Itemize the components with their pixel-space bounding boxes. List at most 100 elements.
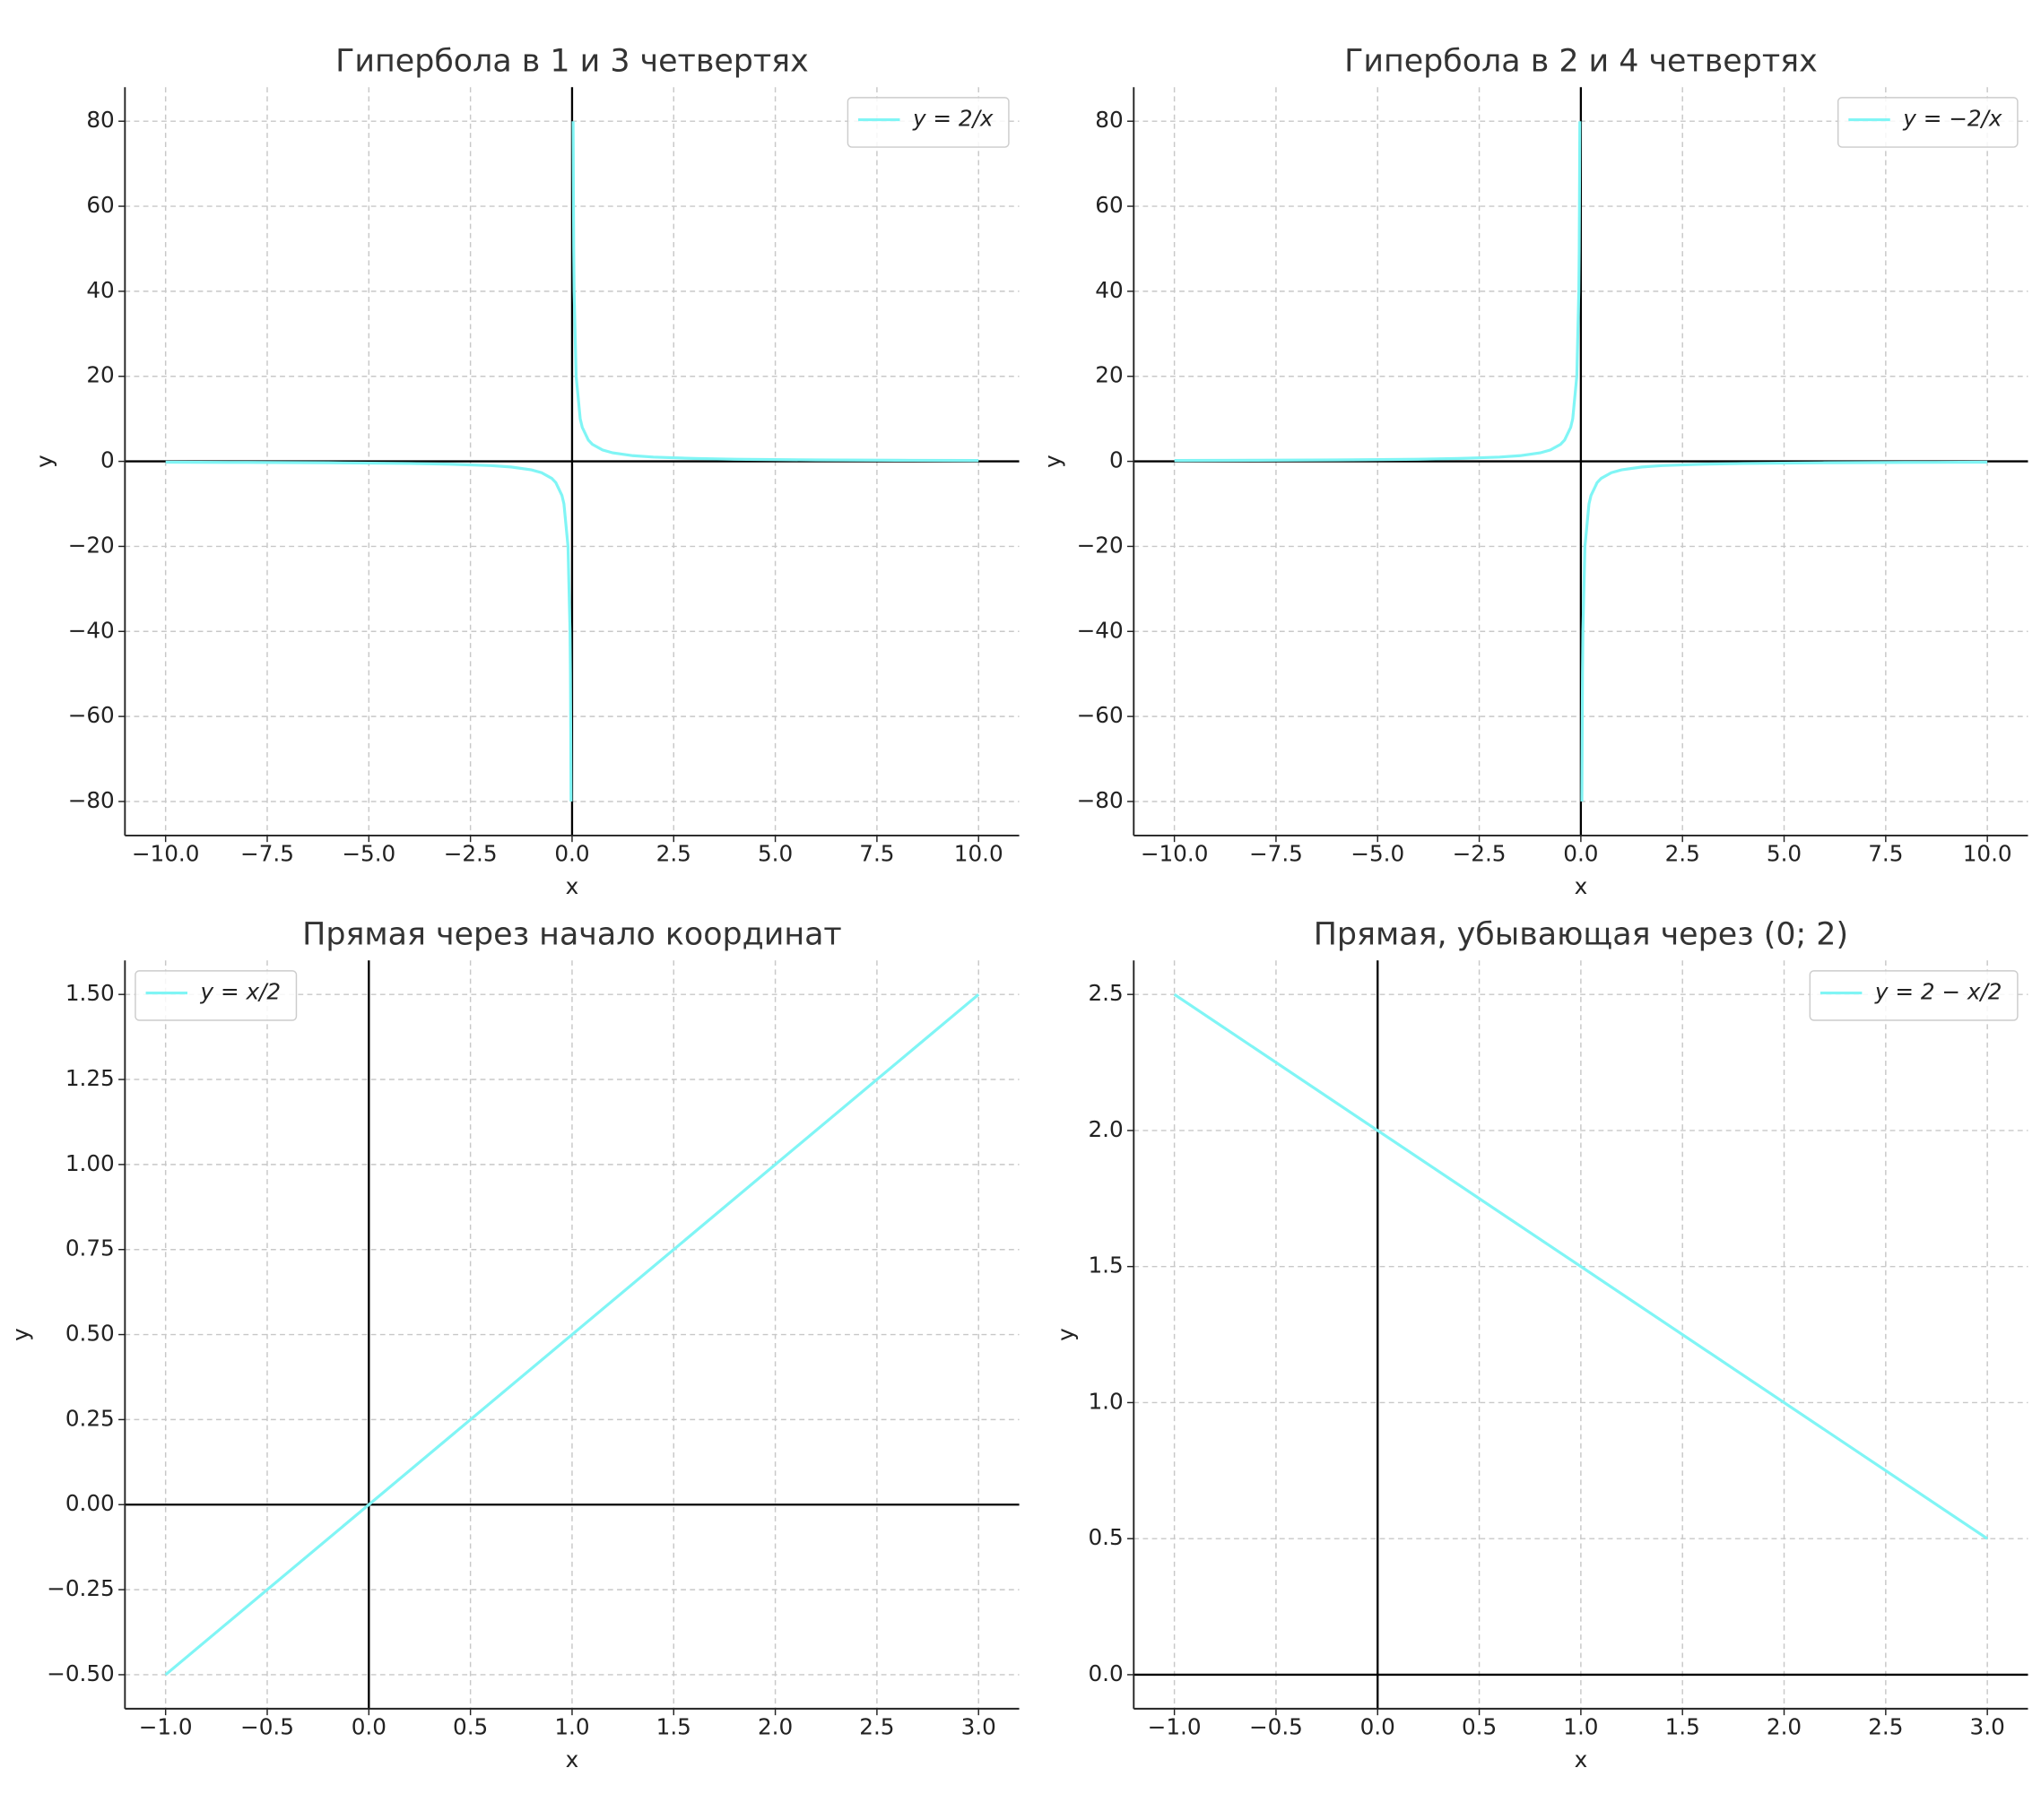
x-tick-label: −10.0 bbox=[1141, 841, 1209, 867]
chart-title: Прямая, убывающая через (0; 2) bbox=[1314, 917, 1848, 953]
legend-box bbox=[135, 970, 298, 1021]
subplot: −10.0 −7.5 −5.0 −2.5 0.0 2.5 5.0 7.5 10.0 −80 −60 −… bbox=[31, 44, 1020, 899]
y-tick-label: 0.5 bbox=[1088, 1524, 1123, 1550]
series-line bbox=[1174, 121, 1988, 802]
legend: y = 2 − x/2 bbox=[1809, 970, 2019, 1021]
legend-box bbox=[1837, 97, 2019, 148]
x-tick-label: 2.5 bbox=[1665, 841, 1700, 867]
y-tick-label: −60 bbox=[1077, 702, 1124, 728]
legend-box bbox=[1809, 970, 2019, 1021]
x-tick-label: 1.5 bbox=[1665, 1714, 1700, 1740]
series-line bbox=[1173, 992, 1989, 1540]
x-tick-label: 1.0 bbox=[1563, 1714, 1598, 1740]
x-tick-label: −2.5 bbox=[444, 841, 498, 867]
y-tick-label: 80 bbox=[86, 107, 114, 133]
legend-label: y = 2/x bbox=[912, 106, 994, 132]
x-axis-label: x bbox=[566, 873, 579, 899]
x-tick-label: 3.0 bbox=[1970, 1714, 2005, 1740]
x-tick-label: −0.5 bbox=[240, 1714, 294, 1740]
x-tick-label: 2.0 bbox=[1767, 1714, 1802, 1740]
x-tick-label: 7.5 bbox=[1868, 841, 1903, 867]
legend: y = 2/x bbox=[847, 97, 1010, 148]
x-tick-label: 2.5 bbox=[656, 841, 691, 867]
y-tick-label: 0.0 bbox=[1088, 1660, 1123, 1686]
x-tick-label: −0.5 bbox=[1249, 1714, 1303, 1740]
x-tick-label: 2.5 bbox=[1868, 1714, 1903, 1740]
y-tick-label: 1.50 bbox=[65, 980, 115, 1006]
y-tick-label: 20 bbox=[86, 362, 114, 388]
x-tick-label: 3.0 bbox=[961, 1714, 996, 1740]
y-axis-label: y bbox=[31, 455, 57, 468]
y-tick-label: 0.50 bbox=[65, 1321, 115, 1347]
y-tick-label: −20 bbox=[1077, 532, 1124, 558]
y-tick-label: 20 bbox=[1095, 362, 1123, 388]
x-tick-label: 0.0 bbox=[554, 841, 589, 867]
y-tick-label: −80 bbox=[68, 787, 115, 813]
x-tick-label: −5.0 bbox=[1351, 841, 1404, 867]
x-tick-label: −1.0 bbox=[139, 1714, 193, 1740]
x-axis-label: x bbox=[1575, 1746, 1588, 1772]
y-tick-label: 1.25 bbox=[65, 1065, 115, 1091]
y-tick-label: 0.75 bbox=[65, 1235, 115, 1261]
legend: y = −2/x bbox=[1837, 97, 2019, 148]
y-tick-label: 0.25 bbox=[65, 1405, 115, 1431]
y-tick-label: −80 bbox=[1077, 787, 1124, 813]
subplot: −1.0 −0.5 0.0 0.5 1.0 1.5 2.0 2.5 3.0 −0.50 −0.25 0… bbox=[8, 917, 1020, 1772]
y-tick-label: 40 bbox=[1095, 277, 1123, 303]
chart-title: Прямая через начало координат bbox=[302, 917, 842, 953]
y-tick-label: 0.00 bbox=[65, 1490, 115, 1516]
y-tick-label: 40 bbox=[86, 277, 114, 303]
x-tick-label: −5.0 bbox=[342, 841, 395, 867]
y-tick-label: 1.0 bbox=[1088, 1388, 1123, 1414]
x-tick-label: −7.5 bbox=[1249, 841, 1303, 867]
x-tick-label: 0.0 bbox=[352, 1714, 386, 1740]
chart-title: Гипербола в 2 и 4 четвертях bbox=[1344, 44, 1818, 80]
x-tick-label: 7.5 bbox=[859, 841, 894, 867]
y-tick-label: 2.0 bbox=[1088, 1116, 1123, 1142]
y-tick-label: −40 bbox=[1077, 617, 1124, 643]
series-line bbox=[165, 121, 979, 802]
x-tick-label: 0.0 bbox=[1360, 1714, 1395, 1740]
x-tick-label: 10.0 bbox=[954, 841, 1003, 867]
x-tick-label: 1.5 bbox=[656, 1714, 691, 1740]
y-tick-label: 1.00 bbox=[65, 1150, 115, 1176]
x-tick-label: 1.0 bbox=[554, 1714, 589, 1740]
subplot: −1.0 −0.5 0.0 0.5 1.0 1.5 2.0 2.5 3.0 0.0 0.5 1.0 1.… bbox=[1053, 917, 2028, 1772]
legend-label: y = −2/x bbox=[1902, 106, 2002, 132]
y-axis-label: y bbox=[8, 1328, 34, 1341]
x-tick-label: −10.0 bbox=[132, 841, 200, 867]
y-tick-label: −0.25 bbox=[47, 1575, 115, 1601]
y-tick-label: 60 bbox=[86, 192, 114, 218]
x-axis-label: x bbox=[566, 1746, 579, 1772]
chart-title: Гипербола в 1 и 3 четвертях bbox=[335, 44, 809, 80]
x-tick-label: 0.5 bbox=[453, 1714, 488, 1740]
series-line bbox=[164, 992, 980, 1677]
x-tick-label: 2.5 bbox=[859, 1714, 894, 1740]
y-tick-label: 80 bbox=[1095, 107, 1123, 133]
y-tick-label: 0 bbox=[1109, 447, 1124, 473]
legend-label: y = x/2 bbox=[200, 979, 282, 1005]
x-tick-label: 5.0 bbox=[758, 841, 793, 867]
x-tick-label: 0.5 bbox=[1462, 1714, 1497, 1740]
y-tick-label: −60 bbox=[68, 702, 115, 728]
y-tick-label: 0 bbox=[100, 447, 115, 473]
y-tick-label: −40 bbox=[68, 617, 115, 643]
y-tick-label: −20 bbox=[68, 532, 115, 558]
legend: y = x/2 bbox=[135, 970, 298, 1021]
y-axis-label: y bbox=[1040, 455, 1066, 468]
y-tick-label: 1.5 bbox=[1088, 1252, 1123, 1278]
x-tick-label: 0.0 bbox=[1563, 841, 1598, 867]
x-tick-label: 5.0 bbox=[1767, 841, 1802, 867]
x-tick-label: 10.0 bbox=[1963, 841, 2012, 867]
y-tick-label: 60 bbox=[1095, 192, 1123, 218]
y-tick-label: 2.5 bbox=[1088, 980, 1123, 1006]
legend-label: y = 2 − x/2 bbox=[1874, 979, 2002, 1005]
x-tick-label: −1.0 bbox=[1148, 1714, 1202, 1740]
x-tick-label: 2.0 bbox=[758, 1714, 793, 1740]
y-axis-label: y bbox=[1053, 1328, 1079, 1341]
y-tick-label: −0.50 bbox=[47, 1660, 115, 1686]
x-axis-label: x bbox=[1575, 873, 1588, 899]
subplot: −10.0 −7.5 −5.0 −2.5 0.0 2.5 5.0 7.5 10.0 −80 −60 −… bbox=[1040, 44, 2028, 899]
